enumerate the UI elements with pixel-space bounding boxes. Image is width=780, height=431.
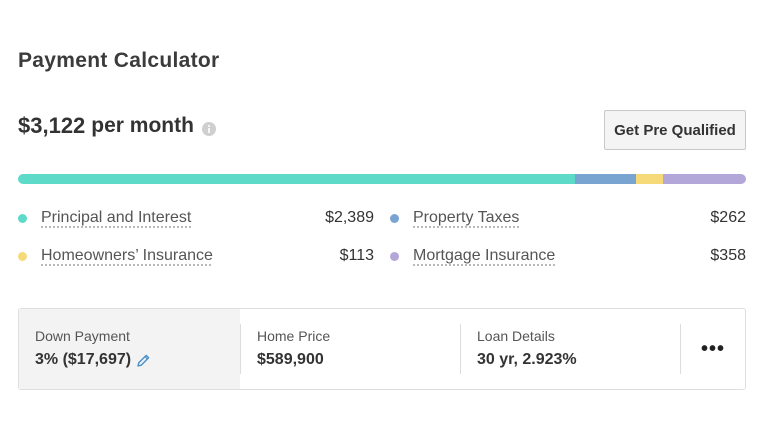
legend-label[interactable]: Property Taxes: [413, 209, 520, 226]
legend-dot: [18, 213, 27, 223]
legend-value-principal-interest: $2,389: [325, 209, 374, 226]
home-price-label: Home Price: [257, 328, 331, 344]
divider: [240, 324, 241, 374]
monthly-amount: $3,122: [18, 113, 86, 138]
legend-dot: [390, 251, 399, 261]
get-pre-qualified-button[interactable]: Get Pre Qualified: [604, 110, 746, 150]
loan-details-panel: Down Payment 3% ($17,697) Home Price $58…: [18, 308, 746, 390]
bar-segment-principal-and-interest: [18, 174, 576, 184]
pencil-icon[interactable]: [136, 353, 151, 368]
legend-item-principal-interest[interactable]: Principal and Interest: [18, 207, 191, 229]
home-price-value: $589,900: [257, 351, 324, 368]
info-circle-icon[interactable]: [201, 122, 216, 136]
divider: [460, 324, 461, 374]
legend-label[interactable]: Homeowners’ Insurance: [41, 247, 213, 264]
divider: [680, 324, 681, 374]
bar-segment-mortgage-insurance: [662, 174, 746, 184]
down-payment-cell[interactable]: Down Payment 3% ($17,697): [19, 309, 240, 389]
legend-item-mortgage-insurance[interactable]: Mortgage Insurance: [390, 245, 555, 267]
payment-breakdown-bar: [18, 174, 746, 184]
down-payment-value-row: 3% ($17,697): [35, 351, 240, 369]
loan-details-cell[interactable]: Loan Details 30 yr, 2.923%: [461, 309, 680, 389]
down-payment-value: 3% ($17,697): [35, 351, 132, 368]
legend-value-mortgage-insurance: $358: [710, 247, 746, 264]
loan-details-label: Loan Details: [477, 328, 555, 344]
bar-segment-property-taxes: [575, 174, 637, 184]
legend-value-property-taxes: $262: [710, 209, 746, 226]
home-price-cell[interactable]: Home Price $589,900: [241, 309, 460, 389]
legend-item-property-taxes[interactable]: Property Taxes: [390, 207, 519, 229]
more-options-button[interactable]: •••: [681, 309, 745, 389]
loan-details-value: 30 yr, 2.923%: [477, 351, 577, 368]
legend-dot: [18, 251, 27, 261]
page-title: Payment Calculator: [18, 49, 220, 72]
legend-item-homeowners-insurance[interactable]: Homeowners’ Insurance: [18, 245, 213, 267]
legend-label[interactable]: Principal and Interest: [41, 209, 192, 226]
monthly-suffix: per month: [91, 114, 194, 137]
more-horizontal-icon[interactable]: •••: [700, 338, 725, 360]
legend-value-homeowners-insurance: $113: [339, 247, 374, 264]
monthly-summary: $3,122 per month: [18, 113, 216, 139]
down-payment-label: Down Payment: [35, 328, 130, 344]
bar-segment-homeowners-insurance: [636, 174, 663, 184]
legend-dot: [390, 213, 399, 223]
legend-label[interactable]: Mortgage Insurance: [413, 247, 556, 264]
